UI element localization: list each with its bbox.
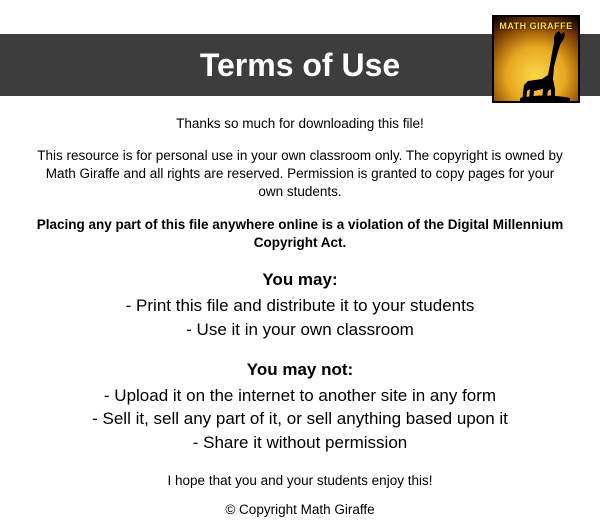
you-may-list: - Print this file and distribute it to y… xyxy=(24,294,576,342)
logo-brand-text: MATH GIRAFFE xyxy=(494,21,578,31)
you-may-not-list: - Upload it on the internet to another s… xyxy=(24,384,576,455)
brand-logo: MATH GIRAFFE xyxy=(492,15,580,103)
list-item: - Use it in your own classroom xyxy=(24,318,576,342)
you-may-heading: You may: xyxy=(24,270,576,290)
hope-text: I hope that you and your students enjoy … xyxy=(24,473,576,488)
list-item: - Print this file and distribute it to y… xyxy=(24,294,576,318)
giraffe-icon xyxy=(520,31,570,101)
terms-content: Thanks so much for downloading this file… xyxy=(0,116,600,517)
logo-background: MATH GIRAFFE xyxy=(494,17,578,101)
list-item: - Share it without permission xyxy=(24,431,576,455)
page-title: Terms of Use xyxy=(200,47,400,84)
list-item: - Upload it on the internet to another s… xyxy=(24,384,576,408)
resource-text: This resource is for personal use in you… xyxy=(24,147,576,202)
copyright-text: © Copyright Math Giraffe xyxy=(24,502,576,517)
you-may-not-heading: You may not: xyxy=(24,360,576,380)
thanks-text: Thanks so much for downloading this file… xyxy=(24,116,576,131)
list-item: - Sell it, sell any part of it, or sell … xyxy=(24,407,576,431)
dmca-warning: Placing any part of this file anywhere o… xyxy=(24,216,576,252)
